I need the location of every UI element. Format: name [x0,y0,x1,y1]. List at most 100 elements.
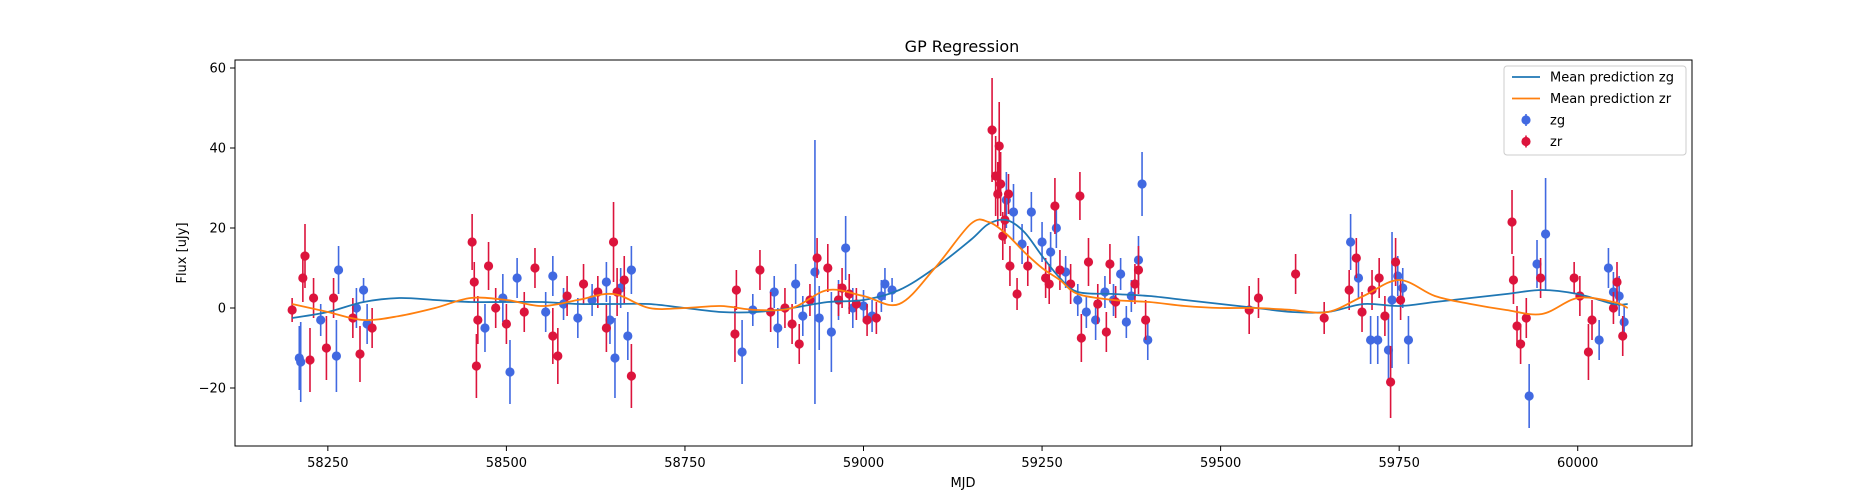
point-zg-49 [1081,307,1091,317]
point-zr-31 [755,265,765,275]
x-axis: 58250 58500 58750 59000 59250 59500 59750 60000 [307,446,1598,471]
plot-area [287,78,1629,428]
x-tick-label-58500: 58500 [486,456,527,471]
point-zr-86 [1512,321,1522,331]
point-zg-17 [601,277,611,287]
point-zr-85 [1508,275,1519,285]
point-zr-75 [1344,285,1354,295]
point-zr-30 [731,285,741,295]
point-zr-63 [1083,257,1094,267]
point-zg-29 [810,267,820,277]
point-zr-6 [328,293,339,303]
point-zr-14 [483,261,494,271]
legend-entry-Mean prediction zr: Mean prediction zr [1512,92,1672,107]
point-zg-48 [1073,295,1083,305]
point-zr-90 [1569,273,1579,283]
point-zg-19 [610,353,620,363]
chart-title: GP Regression [905,37,1020,56]
point-zr-4 [308,293,319,303]
point-zg-51 [1100,287,1110,297]
point-zr-18 [530,263,540,273]
point-zg-2 [316,315,326,325]
point-zr-65 [1101,327,1111,337]
point-zr-72 [1253,293,1264,303]
point-zg-3 [331,351,342,361]
point-zr-8 [355,349,365,359]
point-zg-72 [1603,263,1614,273]
point-zg-74 [1614,291,1624,301]
point-zr-70 [1141,315,1151,325]
x-tick-label-59750: 59750 [1378,456,1419,471]
point-zr-82 [1391,257,1401,267]
point-zr-73 [1291,269,1301,279]
y-tick-label-0: 0 [218,302,226,317]
point-zg-26 [773,323,783,333]
point-zg-10 [505,367,515,377]
legend-entry-Mean prediction zg: Mean prediction zg [1512,71,1674,86]
point-zg-30 [814,313,824,323]
point-zr-80 [1380,311,1390,321]
point-zr-49 [996,179,1006,189]
point-zr-61 [1075,191,1085,201]
point-zg-54 [1121,317,1131,327]
point-zg-69 [1532,259,1542,269]
point-zg-15 [573,313,583,323]
point-zg-28 [798,311,808,321]
legend: Mean prediction zg Mean prediction zr zg zr [1503,65,1687,156]
point-zr-3 [305,355,315,365]
point-zg-5 [351,303,362,313]
x-tick-label-58750: 58750 [664,456,705,471]
point-zr-24 [601,323,611,333]
legend-label-0: Mean prediction zg [1550,71,1674,86]
point-zr-62 [1076,333,1086,343]
point-zg-59 [1346,237,1356,247]
point-zg-21 [623,331,633,341]
point-zg-60 [1353,273,1364,283]
point-zg-22 [626,265,636,275]
point-zg-58 [1143,335,1153,345]
x-axis-label: MJD [950,476,975,491]
point-zr-20 [553,351,563,361]
point-zr-19 [548,331,558,341]
point-zr-37 [812,253,822,263]
y-tick-label-40: 40 [209,142,226,157]
point-zr-83 [1396,295,1406,305]
point-zr-10 [467,237,477,247]
point-zg-57 [1137,179,1147,189]
point-zg-53 [1116,269,1126,279]
y-axis: −20 0 20 40 60 [199,62,235,397]
point-zr-15 [491,303,501,313]
axes-frame [234,59,1693,447]
point-zg-70 [1540,229,1551,239]
point-zg-44 [1037,237,1047,247]
legend-marker-2 [1521,115,1531,125]
y-tick-label-20: 20 [209,222,226,237]
legend-frame [1503,65,1687,156]
point-zg-66 [1398,283,1408,293]
y-tick-label-60: 60 [209,62,226,77]
point-zr-0 [287,305,297,315]
point-zr-54 [1012,289,1022,299]
point-zr-89 [1535,273,1546,283]
x-tick-label-59500: 59500 [1200,456,1241,471]
point-zr-58 [1050,201,1060,211]
point-zr-13 [473,315,483,325]
point-zg-8 [480,323,490,333]
point-zr-25 [608,237,619,247]
point-zg-35 [858,301,869,311]
point-zg-68 [1524,391,1534,401]
point-zr-38 [823,263,833,273]
point-zg-11 [512,273,522,283]
point-zr-53 [1005,261,1015,271]
point-zr-48 [994,141,1004,151]
point-zr-28 [626,371,636,381]
point-zg-41 [1008,207,1019,217]
point-zr-32 [766,307,776,317]
point-zr-1 [298,273,308,283]
point-zg-1 [296,357,306,367]
legend-marker-3 [1521,136,1531,147]
point-zg-43 [1026,207,1036,217]
point-zr-88 [1521,313,1531,323]
point-zg-18 [605,315,615,325]
